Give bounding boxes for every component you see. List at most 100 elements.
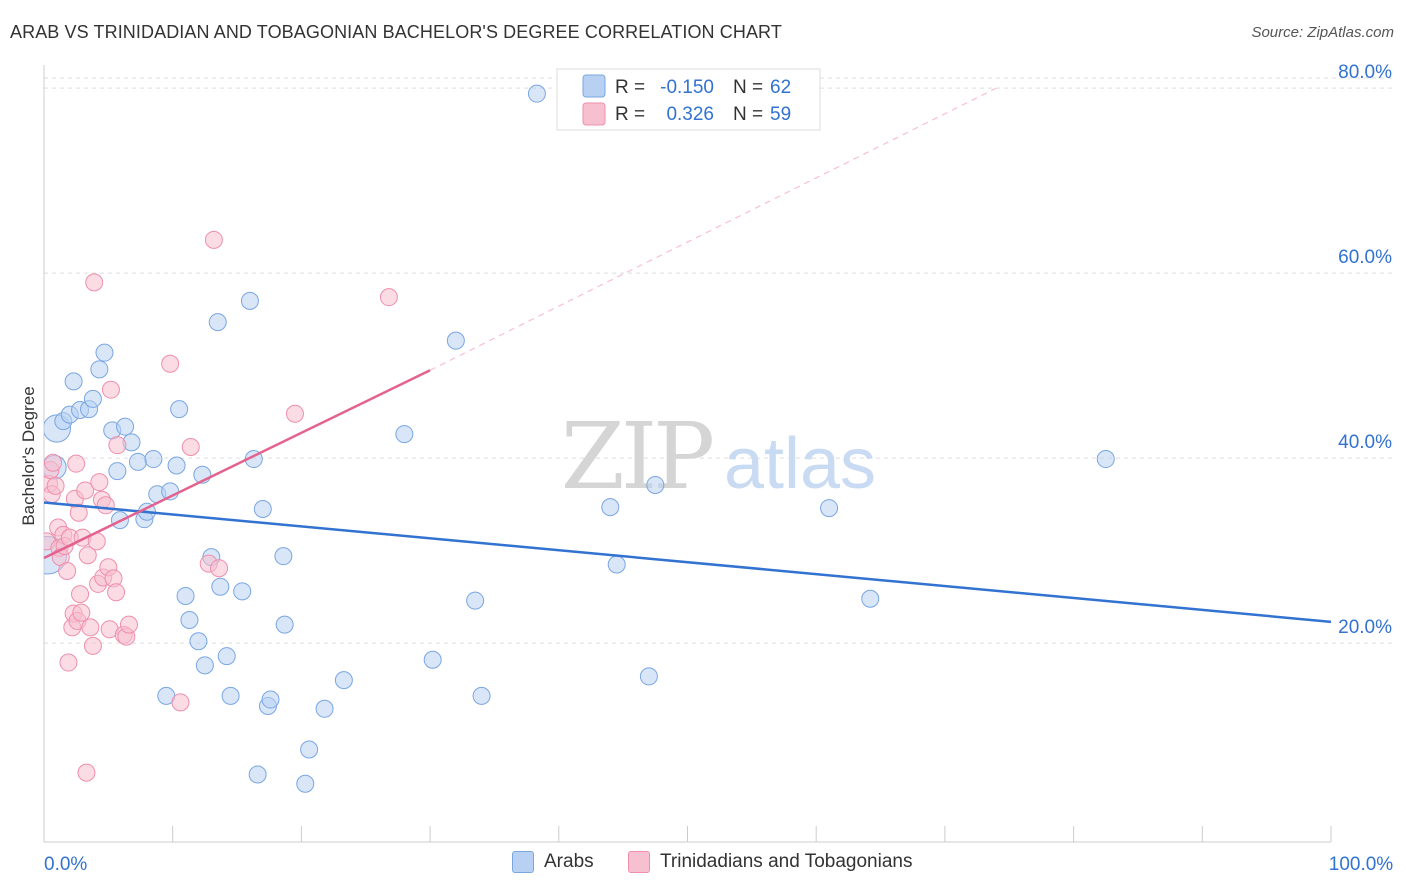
arab-point [472, 686, 491, 705]
arab-point [423, 650, 442, 669]
legend-trinidadians-swatch [628, 851, 650, 873]
tick-labels: 20.0% 40.0% 60.0% 80.0% 0.0% 100.0% [44, 62, 1393, 875]
trin-point [107, 583, 126, 602]
legend-trin-n-value: 59 [770, 104, 791, 125]
arab-point [446, 331, 465, 350]
arab-point [274, 547, 293, 566]
arab-point [240, 291, 259, 310]
trin-point [204, 230, 223, 249]
trin-point [96, 496, 115, 515]
trin-point [71, 585, 90, 604]
arab-point [144, 450, 163, 469]
arab-point [83, 389, 102, 408]
y-tick-label: 80.0% [1338, 62, 1392, 83]
arab-point [108, 462, 127, 481]
arab-point [217, 647, 236, 666]
gridlines [44, 77, 1394, 644]
trin-point [59, 653, 78, 672]
arab-point [195, 656, 214, 675]
trin-point [119, 615, 138, 634]
trin-point [67, 454, 86, 473]
arab-point [64, 372, 83, 391]
arab-point [296, 774, 315, 793]
arab-point [221, 686, 240, 705]
arab-point [601, 498, 620, 517]
trin-point [171, 693, 190, 712]
legend-item-arabs[interactable]: Arabs [512, 851, 594, 873]
watermark: ZIP atlas [561, 403, 876, 510]
y-tick-label: 20.0% [1338, 617, 1392, 638]
arab-trend-line [43, 501, 1332, 624]
trin-point [69, 503, 88, 522]
data-points [44, 84, 1115, 793]
arab-point [607, 555, 626, 574]
arab-point [167, 456, 186, 475]
trin-point [46, 476, 65, 495]
source-label: Source: ZipAtlas.com [1251, 24, 1394, 41]
arab-point [315, 699, 334, 718]
trin-point [77, 763, 96, 782]
trin-point [285, 404, 304, 423]
trend-lines [43, 87, 1332, 624]
legend-arab-n-label: N = [733, 77, 763, 98]
arab-point [820, 499, 839, 518]
legend-arabs-label: Arabs [544, 851, 594, 872]
arab-point [466, 591, 485, 610]
arab-point [275, 615, 294, 634]
legend-item-trinidadians[interactable]: Trinidadians and Tobagonians [628, 851, 912, 873]
arab-point [395, 425, 414, 444]
y-axis-label: Bachelor's Degree [19, 386, 38, 525]
legend-trin-swatch [582, 102, 606, 126]
trin-point [44, 453, 63, 472]
legend-arab-r-label: R = [615, 77, 645, 98]
trin-point [101, 380, 120, 399]
trin-point [83, 636, 102, 655]
y-tick-label: 40.0% [1338, 432, 1392, 453]
watermark-zip: ZIP [561, 403, 712, 510]
arab-point [646, 475, 665, 494]
trin-point [210, 559, 229, 578]
arab-point [176, 586, 195, 605]
trin-point [76, 481, 95, 500]
trin-point [181, 438, 200, 457]
legend-arab-n-value: 62 [770, 77, 791, 98]
arab-point [261, 690, 280, 709]
arab-point [116, 417, 135, 436]
trin-trend-line [43, 369, 431, 560]
legend-trin-r-label: R = [615, 104, 645, 125]
arab-point [300, 740, 319, 759]
trin-point [72, 603, 91, 622]
legend-trinidadians-label: Trinidadians and Tobagonians [660, 851, 913, 872]
trin-point [90, 473, 109, 492]
legend-trin-r-value: 0.326 [666, 104, 714, 125]
legend-trin-n-label: N = [733, 104, 763, 125]
axes [43, 65, 1332, 843]
chart-title: ARAB VS TRINIDADIAN AND TOBAGONIAN BACHE… [10, 22, 782, 42]
arab-point [95, 343, 114, 362]
trin-point [81, 618, 100, 637]
correlation-legend: R = -0.150 N = 62 R = 0.326 N = 59 [556, 68, 821, 131]
legend-arab-r-value: -0.150 [660, 77, 714, 98]
arab-point [639, 667, 658, 686]
legend-arab-swatch [582, 74, 606, 98]
arab-point [248, 765, 267, 784]
arab-point [189, 632, 208, 651]
trin-point [379, 288, 398, 307]
y-tick-label: 60.0% [1338, 247, 1392, 268]
trin-point [108, 436, 127, 455]
arab-point [208, 313, 227, 332]
series-legend: Arabs Trinidadians and Tobagonians [0, 851, 1406, 879]
arab-point [128, 452, 147, 471]
trin-point [58, 561, 77, 580]
legend-arabs-swatch [512, 851, 534, 873]
watermark-atlas: atlas [724, 424, 876, 504]
arab-point [180, 611, 199, 629]
x-tick-label: 0.0% [44, 854, 87, 875]
arab-point [170, 400, 189, 419]
arab-point [211, 577, 230, 596]
trin-point [78, 546, 97, 565]
arab-point [90, 360, 109, 379]
arab-point [233, 582, 252, 601]
trin-point [85, 273, 104, 292]
arab-point [1096, 450, 1115, 469]
